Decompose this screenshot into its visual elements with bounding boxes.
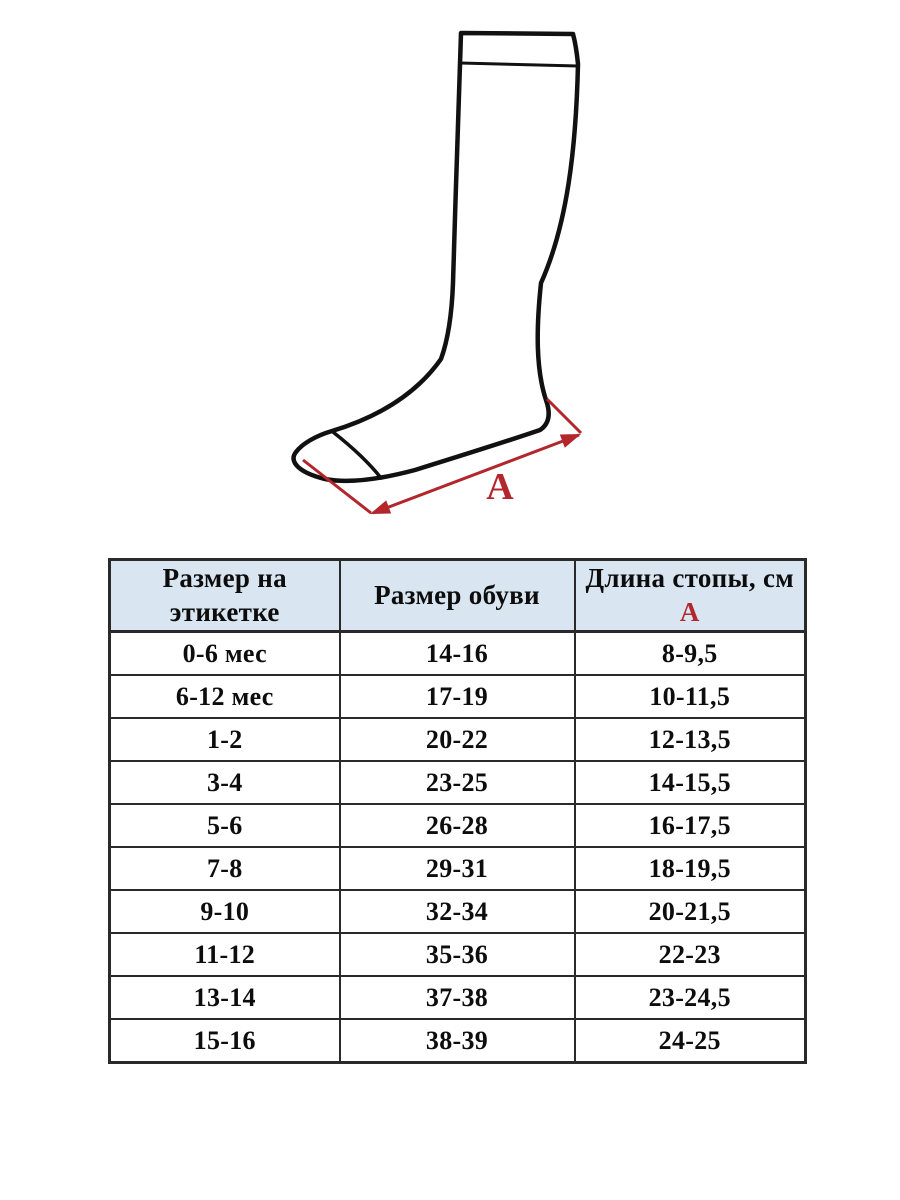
table-cell: 20-21,5 bbox=[573, 889, 807, 934]
table-cell: 9-10 bbox=[108, 889, 341, 934]
table-cell: 23-24,5 bbox=[573, 975, 807, 1020]
col-header-label-size: Размер на этикетке bbox=[108, 558, 341, 633]
table-row: 11-12 35-36 22-23 bbox=[108, 932, 807, 977]
col-header-shoe-size-text: Размер обуви bbox=[374, 579, 540, 610]
size-chart-table: Размер на этикетке Размер обуви Длина ст… bbox=[108, 558, 807, 1064]
table-cell: 14-16 bbox=[338, 630, 576, 676]
table-cell: 35-36 bbox=[338, 932, 576, 977]
table-cell: 17-19 bbox=[338, 674, 576, 719]
table-row: 7-8 29-31 18-19,5 bbox=[108, 846, 807, 891]
table-cell: 20-22 bbox=[338, 717, 576, 762]
measure-arrowhead-right bbox=[559, 434, 581, 448]
sock-outline-shape bbox=[291, 30, 581, 484]
col-header-label-size-text: Размер на этикетке bbox=[162, 562, 287, 627]
table-cell: 32-34 bbox=[338, 889, 576, 934]
measure-label-a: А bbox=[486, 466, 514, 508]
col-header-foot-length: Длина стопы, см А bbox=[573, 558, 807, 633]
sock-diagram: А bbox=[291, 30, 583, 515]
table-cell: 15-16 bbox=[108, 1018, 341, 1064]
table-cell: 16-17,5 bbox=[573, 803, 807, 848]
table-cell: 3-4 bbox=[108, 760, 341, 805]
sock-toe-seam bbox=[331, 430, 383, 480]
table-body: 0-6 мес 14-16 8-9,5 6-12 мес 17-19 10-11,5 1-2… bbox=[108, 630, 807, 1064]
table-row: 13-14 37-38 23-24,5 bbox=[108, 975, 807, 1020]
table-cell: 26-28 bbox=[338, 803, 576, 848]
table-cell: 7-8 bbox=[108, 846, 341, 891]
table-row: 15-16 38-39 24-25 bbox=[108, 1018, 807, 1064]
col-header-shoe-size: Размер обуви bbox=[338, 558, 576, 633]
measure-arrowhead-left bbox=[370, 500, 392, 514]
table-cell: 11-12 bbox=[108, 932, 341, 977]
table-cell: 14-15,5 bbox=[573, 760, 807, 805]
table-cell: 1-2 bbox=[108, 717, 341, 762]
table-cell: 38-39 bbox=[338, 1018, 576, 1064]
table-cell: 24-25 bbox=[573, 1018, 807, 1064]
table-row: 3-4 23-25 14-15,5 bbox=[108, 760, 807, 805]
header-row: Размер на этикетке Размер обуви Длина ст… bbox=[108, 558, 807, 633]
table-row: 5-6 26-28 16-17,5 bbox=[108, 803, 807, 848]
table-row: 6-12 мес 17-19 10-11,5 bbox=[108, 674, 807, 719]
col-header-foot-length-a: А bbox=[679, 596, 700, 627]
table-cell: 12-13,5 bbox=[573, 717, 807, 762]
measure-leader-right bbox=[545, 397, 583, 435]
measure-leader-left bbox=[302, 458, 372, 515]
table-cell: 5-6 bbox=[108, 803, 341, 848]
table-cell: 29-31 bbox=[338, 846, 576, 891]
table-cell: 37-38 bbox=[338, 975, 576, 1020]
col-header-foot-length-text: Длина стопы, см bbox=[585, 562, 794, 593]
table-cell: 8-9,5 bbox=[573, 630, 807, 676]
table-cell: 0-6 мес bbox=[108, 630, 341, 676]
table-header: Размер на этикетке Размер обуви Длина ст… bbox=[108, 558, 807, 633]
sock-cuff-line bbox=[459, 61, 579, 68]
table-cell: 6-12 мес bbox=[108, 674, 341, 719]
table-cell: 10-11,5 bbox=[573, 674, 807, 719]
table-cell: 13-14 bbox=[108, 975, 341, 1020]
table-row: 1-2 20-22 12-13,5 bbox=[108, 717, 807, 762]
table-row: 0-6 мес 14-16 8-9,5 bbox=[108, 630, 807, 676]
table-cell: 22-23 bbox=[573, 932, 807, 977]
table-cell: 23-25 bbox=[338, 760, 576, 805]
measure-arrow-line bbox=[372, 433, 580, 515]
table-cell: 18-19,5 bbox=[573, 846, 807, 891]
table-row: 9-10 32-34 20-21,5 bbox=[108, 889, 807, 934]
